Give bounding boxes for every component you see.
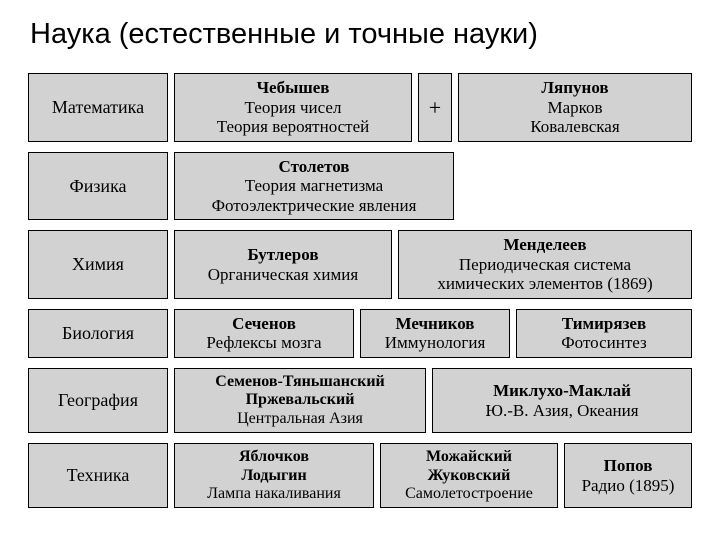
- math-main-line1: Теория чисел: [245, 98, 342, 118]
- chem-main-bold: Бутлеров: [247, 245, 318, 265]
- bio-b-line1: Иммунология: [385, 333, 486, 353]
- tech-b-bold2: Жуковский: [428, 467, 511, 485]
- bio-a: Сеченов Рефлексы мозга: [174, 309, 354, 358]
- geo-a-bold1: Семенов-Тяньшанский: [215, 373, 385, 391]
- row-physics: Физика Столетов Теория магнетизма Фотоэл…: [28, 152, 692, 221]
- math-main-bold: Чебышев: [257, 78, 330, 98]
- physics-main: Столетов Теория магнетизма Фотоэлектриче…: [174, 152, 454, 221]
- bio-b: Мечников Иммунология: [360, 309, 510, 358]
- geo-a: Семенов-Тяньшанский Пржевальский Централ…: [174, 368, 426, 433]
- chem-right: Менделеев Периодическая система химическ…: [398, 230, 692, 299]
- tech-b-line1: Самолетостроение: [405, 485, 533, 503]
- geo-b: Миклухо-Маклай Ю.-В. Азия, Океания: [432, 368, 692, 433]
- math-main-line2: Теория вероятностей: [217, 117, 370, 137]
- tech-b: Можайский Жуковский Самолетостроение: [380, 443, 558, 508]
- label-physics: Физика: [28, 152, 168, 221]
- geo-a-bold2: Пржевальский: [246, 391, 355, 409]
- chem-main: Бутлеров Органическая химия: [174, 230, 392, 299]
- tech-c-line1: Радио (1895): [582, 476, 675, 496]
- bio-a-bold: Сеченов: [232, 314, 296, 334]
- row-biology: Биология Сеченов Рефлексы мозга Мечников…: [28, 309, 692, 358]
- math-main: Чебышев Теория чисел Теория вероятностей: [174, 73, 412, 142]
- math-right-line1: Марков: [547, 98, 602, 118]
- row-chemistry: Химия Бутлеров Органическая химия Мендел…: [28, 230, 692, 299]
- bio-a-line1: Рефлексы мозга: [206, 333, 321, 353]
- tech-a: Яблочков Лодыгин Лампа накаливания: [174, 443, 374, 508]
- chem-right-line2: химических элементов (1869): [437, 274, 652, 294]
- geo-a-line1: Центральная Азия: [237, 410, 363, 428]
- label-chemistry: Химия: [28, 230, 168, 299]
- label-geography: География: [28, 368, 168, 433]
- physics-main-line1: Теория магнетизма: [245, 176, 383, 196]
- row-math: Математика Чебышев Теория чисел Теория в…: [28, 73, 692, 142]
- tech-a-line1: Лампа накаливания: [207, 485, 341, 503]
- tech-c: Попов Радио (1895): [564, 443, 692, 508]
- label-math: Математика: [28, 73, 168, 142]
- physics-main-bold: Столетов: [279, 157, 350, 177]
- math-plus: +: [418, 73, 452, 142]
- chem-right-line1: Периодическая система: [459, 255, 631, 275]
- bio-b-bold: Мечников: [396, 314, 475, 334]
- bio-c: Тимирязев Фотосинтез: [516, 309, 692, 358]
- math-right-line2: Ковалевская: [530, 117, 619, 137]
- tech-b-bold1: Можайский: [426, 448, 512, 466]
- chem-main-line1: Органическая химия: [208, 265, 358, 285]
- bio-c-bold: Тимирязев: [562, 314, 646, 334]
- tech-a-bold2: Лодыгин: [241, 467, 306, 485]
- bio-c-line1: Фотосинтез: [561, 333, 646, 353]
- diagram-grid: Математика Чебышев Теория чисел Теория в…: [28, 73, 692, 508]
- page-title: Наука (естественные и точные науки): [30, 18, 692, 51]
- math-right-bold: Ляпунов: [541, 78, 608, 98]
- geo-b-line1: Ю.-В. Азия, Океания: [485, 401, 638, 421]
- physics-main-line2: Фотоэлектрические явления: [212, 196, 417, 216]
- label-technics: Техника: [28, 443, 168, 508]
- tech-c-bold: Попов: [604, 456, 653, 476]
- math-right: Ляпунов Марков Ковалевская: [458, 73, 692, 142]
- row-geography: География Семенов-Тяньшанский Пржевальск…: [28, 368, 692, 433]
- row-technics: Техника Яблочков Лодыгин Лампа накаливан…: [28, 443, 692, 508]
- chem-right-bold: Менделеев: [503, 235, 586, 255]
- label-biology: Биология: [28, 309, 168, 358]
- tech-a-bold1: Яблочков: [239, 448, 309, 466]
- geo-b-bold: Миклухо-Маклай: [493, 381, 631, 401]
